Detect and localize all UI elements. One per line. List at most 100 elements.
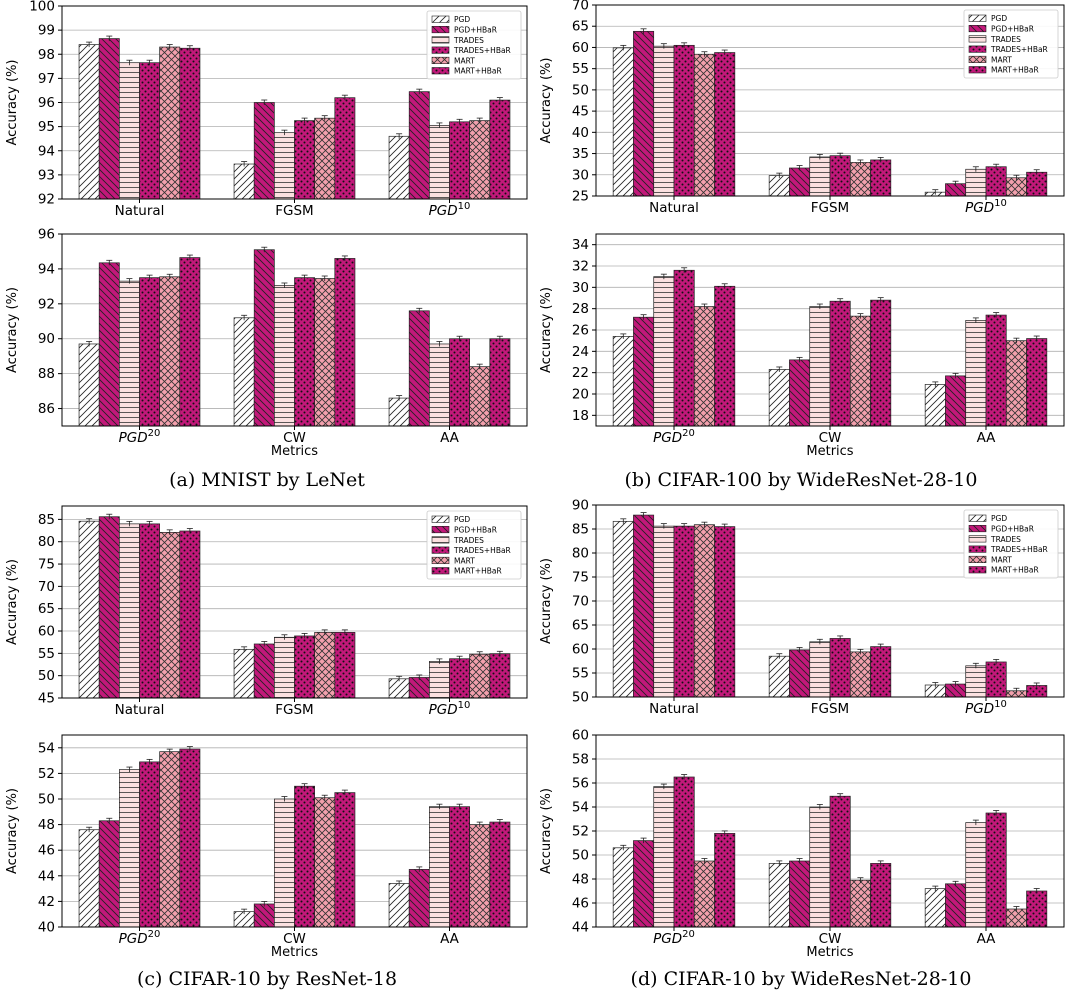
bar-mart-hbar	[334, 792, 356, 928]
y-tick-label: 92	[38, 192, 55, 208]
y-tick-label: 75	[572, 570, 589, 586]
bar-trades	[274, 636, 295, 699]
bar-trades-hbar	[294, 785, 315, 928]
x-tick-label: Natural	[649, 701, 699, 717]
bar-pgd	[78, 343, 100, 427]
bar-pgd	[388, 883, 410, 928]
bar-mart	[849, 315, 871, 427]
y-axis-label: Accuracy (%)	[5, 287, 20, 373]
y-tick-label: 65	[38, 601, 55, 617]
bar-pgd	[388, 397, 410, 427]
x-tick-label: CW	[819, 430, 842, 446]
bar-pgd-hbar	[408, 310, 430, 427]
bar-mart	[693, 53, 715, 197]
y-axis-label: Accuracy (%)	[539, 58, 554, 144]
bar-trades-hbar	[985, 661, 1007, 698]
legend-swatch	[968, 66, 987, 74]
x-axis-label: Metrics	[806, 444, 853, 459]
y-tick-label: 58	[572, 752, 589, 768]
bar-trades	[653, 45, 675, 197]
bar-mart-hbar	[179, 257, 201, 427]
x-tick-label: PGD20	[119, 929, 161, 947]
y-axis-label: Accuracy (%)	[539, 558, 554, 644]
y-tick-label: 48	[572, 872, 589, 888]
x-tick-label: PGD10	[965, 198, 1007, 216]
bar-trades-hbar	[829, 155, 851, 197]
y-tick-label: 34	[572, 237, 589, 253]
bar-trades	[653, 276, 675, 427]
bar-trades	[429, 661, 450, 699]
bar-trades-hbar	[673, 525, 695, 698]
bar-pgd	[768, 175, 790, 197]
legend-entry: MART	[991, 555, 1012, 564]
legend-entry: PGD+HBaR	[454, 26, 497, 35]
legend-entry: TRADES+HBaR	[453, 46, 511, 55]
bar-pgd-hbar	[98, 38, 120, 200]
legend-entry: PGD+HBaR	[991, 25, 1034, 34]
legend-swatch	[431, 515, 450, 523]
bar-pgd	[78, 520, 100, 699]
legend-swatch	[431, 15, 450, 23]
bar-trades	[809, 641, 831, 698]
y-tick-label: 54	[38, 740, 55, 756]
legend-entry: MART	[991, 55, 1012, 64]
legend-swatch	[968, 555, 987, 564]
bar-pgd	[612, 336, 634, 427]
bar-mart	[314, 278, 336, 427]
bar-mart-hbar	[870, 159, 892, 197]
y-tick-label: 56	[572, 776, 589, 792]
bar-mart	[314, 632, 336, 699]
bar-pgd	[233, 317, 255, 427]
bar-mart	[159, 276, 181, 427]
bar-pgd	[612, 47, 634, 197]
x-tick-label: FGSM	[275, 203, 313, 219]
y-tick-label: 25	[572, 189, 589, 205]
legend-entry: TRADES	[453, 36, 484, 45]
y-tick-label: 46	[38, 843, 55, 859]
legend-swatch	[431, 67, 450, 75]
x-tick-label: PGD10	[965, 699, 1007, 717]
y-tick-label: 48	[38, 817, 55, 833]
bar-mart-hbar	[334, 258, 356, 427]
bar-mart-hbar	[714, 285, 736, 427]
bar-pgd	[612, 847, 634, 928]
bar-mart	[693, 524, 715, 698]
y-tick-label: 26	[572, 323, 589, 339]
bar-trades	[274, 132, 295, 200]
bar-pgd-hbar	[945, 883, 967, 928]
bar-mart	[469, 824, 491, 928]
legend-swatch	[968, 535, 987, 543]
legend-swatch	[431, 556, 450, 565]
bar-mart-hbar	[870, 863, 892, 928]
y-tick-label: 35	[572, 146, 589, 162]
y-tick-label: 60	[572, 642, 589, 658]
bar-mart-hbar	[489, 99, 511, 200]
y-tick-label: 70	[38, 579, 55, 595]
bar-trades-hbar	[294, 635, 315, 699]
bar-mart	[693, 306, 715, 427]
x-tick-label: AA	[977, 430, 997, 446]
legend-entry: PGD	[991, 14, 1007, 23]
y-tick-label: 42	[38, 894, 55, 910]
bar-mart	[314, 117, 336, 200]
legend-swatch	[968, 545, 987, 553]
chart-panel-0: 92 93 94 95 96 97 98 99 100 Natural FGSM PGD10 Accur…	[5, 0, 528, 219]
legend-entry: TRADES	[453, 536, 484, 545]
bar-trades-hbar	[139, 761, 160, 928]
y-tick-label: 96	[38, 227, 55, 243]
bar-trades-hbar	[139, 523, 160, 699]
bar-pgd	[924, 888, 946, 928]
bar-pgd-hbar	[98, 262, 120, 427]
bar-trades-hbar	[829, 300, 851, 427]
bar-trades	[429, 806, 450, 928]
bar-trades	[965, 822, 987, 928]
legend-swatch	[431, 536, 450, 544]
bar-trades-hbar	[449, 338, 470, 427]
bar-pgd-hbar	[98, 516, 120, 699]
y-tick-label: 50	[572, 690, 589, 706]
y-tick-label: 50	[572, 848, 589, 864]
